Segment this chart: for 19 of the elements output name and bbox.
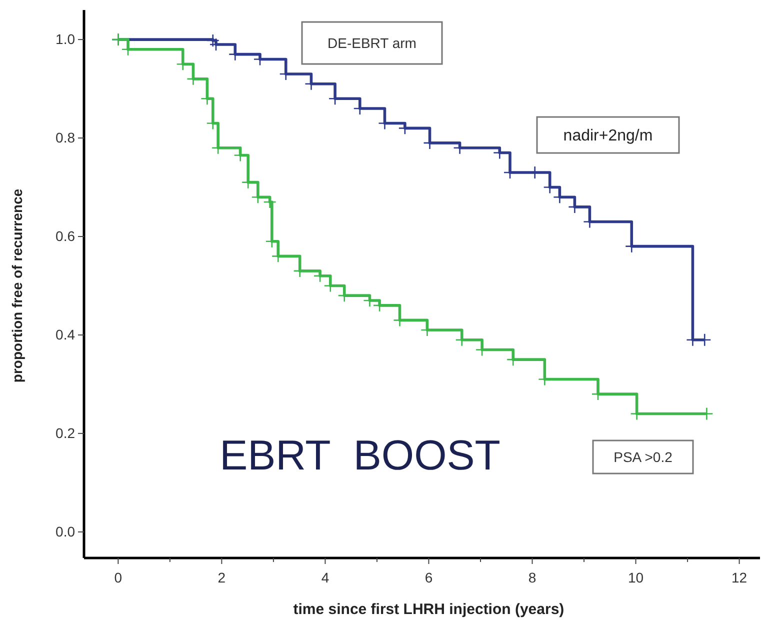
y-tick-label: 0.8 bbox=[56, 129, 76, 146]
y-axis-title: proportion free of recurrence bbox=[9, 188, 25, 383]
x-tick-label: 8 bbox=[528, 569, 536, 586]
x-tick-label: 12 bbox=[732, 569, 748, 586]
x-tick-label: 0 bbox=[114, 569, 122, 586]
x-axis-title: time since first LHRH injection (years) bbox=[293, 601, 564, 618]
annotation: PSA >0.2 bbox=[614, 448, 673, 465]
y-tick-label: 0.6 bbox=[56, 228, 76, 244]
x-tick-label: 6 bbox=[424, 569, 433, 586]
annotation: EBRT BOOST bbox=[220, 432, 500, 479]
annotation: DE-EBRT arm bbox=[328, 34, 416, 51]
annotation: nadir+2ng/m bbox=[563, 128, 653, 145]
x-tick-label: 4 bbox=[321, 569, 330, 586]
y-tick-label: 0.2 bbox=[56, 424, 76, 441]
y-tick-label: 1.0 bbox=[56, 31, 76, 48]
y-tick-label: 0.4 bbox=[56, 326, 76, 342]
x-tick-label: 2 bbox=[218, 569, 226, 586]
x-tick-label: 10 bbox=[628, 569, 644, 586]
y-tick-label: 0.0 bbox=[56, 523, 76, 540]
